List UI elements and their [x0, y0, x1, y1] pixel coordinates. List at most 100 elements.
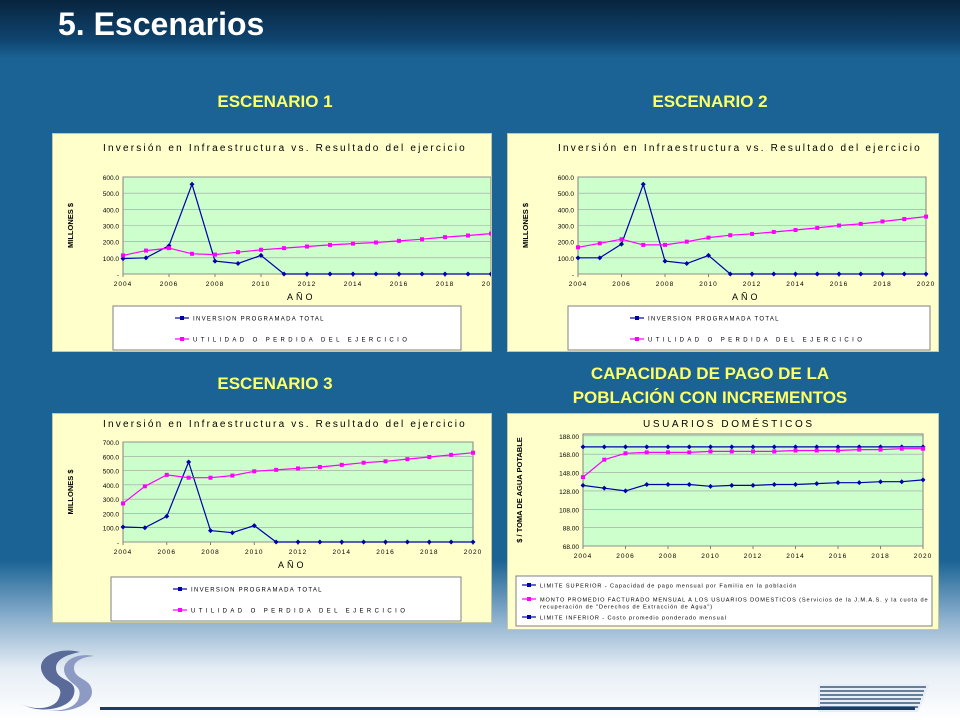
data-point — [190, 251, 194, 256]
data-point — [923, 271, 929, 277]
data-point — [665, 481, 671, 487]
x-tick-label: 2018 — [873, 281, 891, 288]
y-tick-label: 68.00 — [563, 544, 580, 551]
data-point — [374, 240, 378, 245]
data-point — [317, 465, 322, 469]
corner-stripes-decoration — [818, 684, 930, 712]
x-tick-label: 2016 — [390, 281, 408, 288]
x-tick-label: 2018 — [436, 281, 454, 288]
data-point — [623, 451, 628, 456]
data-point — [317, 539, 323, 545]
y-tick-label: 500.0 — [558, 191, 575, 198]
data-point — [350, 271, 356, 277]
data-point — [601, 444, 607, 450]
data-point — [465, 271, 471, 277]
data-point — [640, 181, 646, 187]
data-point — [793, 444, 798, 450]
data-point — [296, 466, 300, 471]
y-tick-label: 300.0 — [103, 224, 120, 231]
data-point — [706, 235, 711, 240]
x-tick-label: 2006 — [612, 281, 630, 288]
data-point — [189, 181, 195, 187]
data-point — [339, 462, 344, 467]
x-tick-label: 2010 — [252, 281, 270, 288]
x-tick-label: 2018 — [420, 549, 438, 556]
data-point — [580, 482, 586, 488]
data-point — [186, 475, 191, 480]
data-point — [282, 246, 286, 251]
y-tick-label: 600.0 — [103, 454, 120, 461]
data-point — [396, 271, 402, 277]
x-tick-label: 2020 — [464, 549, 482, 556]
data-point — [835, 444, 841, 450]
data-point — [281, 271, 287, 277]
data-point — [581, 475, 585, 480]
x-tick-label: 2010 — [701, 553, 719, 560]
data-point — [120, 256, 126, 262]
x-tick-label: 2012 — [744, 553, 762, 560]
data-point — [383, 459, 388, 464]
legend-entry: INVERSION PROGRAMADA TOTAL — [191, 588, 323, 594]
x-tick-label: 2014 — [344, 281, 362, 288]
data-point — [144, 248, 148, 253]
y-tick-label: 188.00 — [559, 434, 579, 441]
legend-entry: UTILIDAD O PERDIDA DEL EJERCICIO — [193, 338, 410, 344]
data-point — [837, 223, 841, 228]
data-point — [420, 237, 424, 242]
x-tick-label: 2012 — [289, 549, 307, 556]
data-point — [373, 271, 379, 277]
data-point — [684, 239, 689, 244]
data-point — [857, 447, 862, 452]
chart-scenario-1: Inversión en Infraestructura vs. Resulta… — [66, 143, 491, 351]
x-axis-label: AÑO — [732, 292, 761, 302]
data-point — [305, 244, 309, 249]
legend-marker — [527, 583, 531, 587]
data-point — [339, 539, 345, 545]
legend-box — [110, 576, 462, 622]
data-point — [878, 479, 883, 485]
data-point — [229, 530, 235, 536]
y-tick-label: 500.0 — [103, 191, 120, 198]
x-tick-label: 2006 — [158, 549, 176, 556]
data-point — [878, 447, 883, 452]
data-point — [858, 221, 863, 226]
data-point — [274, 467, 279, 472]
legend-marker — [180, 316, 184, 320]
data-point — [727, 271, 733, 277]
data-point — [427, 455, 432, 459]
data-point — [235, 260, 241, 266]
data-point — [619, 237, 624, 242]
legend-marker — [635, 337, 639, 341]
data-point — [121, 253, 125, 258]
data-point — [166, 243, 172, 249]
legend-entry: UTILIDAD O PERDIDA DEL EJERCICIO — [648, 338, 865, 344]
legend-marker — [178, 587, 182, 591]
legend-entry: INVERSION PROGRAMADA TOTAL — [193, 317, 325, 323]
data-point — [729, 482, 735, 488]
data-point — [623, 488, 628, 494]
heading-capacity-line1: CAPACIDAD DE PAGO DE LA — [590, 364, 830, 383]
data-point — [580, 444, 586, 450]
heading-scenario-1: ESCENARIO 1 — [217, 92, 333, 111]
chart-panel-scenario-3: Inversión en Infraestructura vs. Resulta… — [52, 413, 492, 623]
data-point — [793, 271, 798, 277]
legend-entry: LIMITE INFERIOR - Costo promedio pondera… — [540, 616, 727, 622]
data-point — [771, 481, 777, 487]
data-point — [167, 246, 171, 251]
y-tick-label: 300.0 — [103, 497, 120, 504]
y-tick-label: 200.0 — [558, 240, 575, 247]
x-tick-label: 2014 — [786, 281, 804, 288]
chart-panel-scenario-2: Inversión en Infraestructura vs. Resulta… — [507, 133, 939, 352]
x-tick-label: 2016 — [830, 281, 848, 288]
data-point — [858, 271, 864, 277]
data-point — [880, 271, 885, 277]
data-point — [397, 238, 401, 243]
y-tick-label: 128.00 — [559, 489, 579, 496]
data-point — [814, 271, 820, 277]
data-point — [575, 255, 581, 261]
data-point — [729, 444, 735, 450]
legend-entry: INVERSION PROGRAMADA TOTAL — [648, 317, 780, 323]
x-tick-label: 2010 — [245, 549, 263, 556]
y-tick-label: 400.0 — [103, 483, 120, 490]
data-point — [924, 214, 928, 219]
